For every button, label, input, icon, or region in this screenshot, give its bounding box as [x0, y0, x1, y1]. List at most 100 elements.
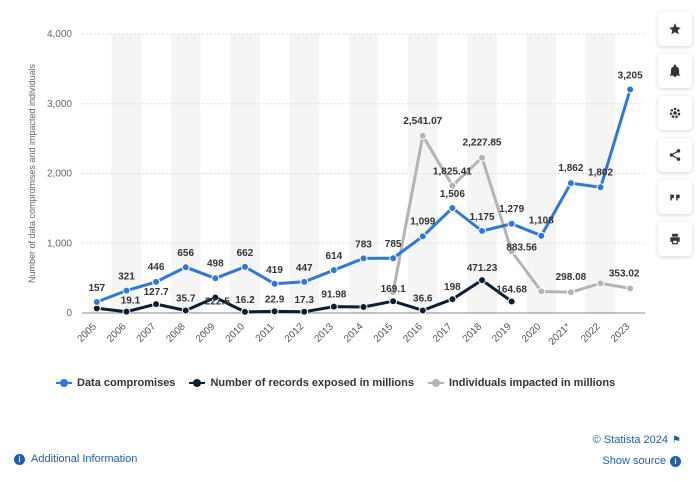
data-label: 446 — [148, 262, 165, 273]
data-label: 447 — [296, 263, 313, 274]
x-tick-label: 2005 — [75, 321, 99, 345]
legend-marker-data-compromises — [56, 379, 72, 387]
x-tick-label: 2007 — [135, 321, 159, 345]
cite-button[interactable] — [658, 180, 692, 214]
data-label: 1,825.41 — [433, 167, 472, 178]
data-point-data-compromises — [240, 262, 249, 271]
x-tick-label: 2006 — [105, 321, 129, 345]
legend-item-data-compromises[interactable]: Data compromises — [56, 377, 175, 389]
data-point-individuals-impacted — [389, 288, 398, 297]
data-point-data-compromises — [211, 274, 220, 283]
data-label: 1,862 — [558, 163, 583, 174]
data-label: 1,108 — [529, 216, 554, 227]
data-label: 656 — [177, 248, 194, 259]
y-tick-label: 0 — [66, 308, 72, 319]
x-tick-label: 2019 — [490, 321, 514, 345]
data-label: 1,279 — [499, 204, 524, 215]
legend-item-records-exposed[interactable]: Number of records exposed in millions — [189, 377, 414, 389]
data-point-data-compromises — [566, 179, 575, 188]
data-point-records-exposed — [418, 306, 427, 315]
data-point-records-exposed — [270, 307, 279, 316]
data-point-data-compromises — [507, 219, 516, 228]
data-point-individuals-impacted — [566, 288, 575, 297]
data-point-individuals-impacted — [507, 247, 516, 256]
data-label: 164.68 — [496, 285, 527, 296]
data-point-data-compromises — [300, 277, 309, 286]
share-icon — [669, 149, 681, 161]
legend-label: Number of records exposed in millions — [210, 377, 414, 389]
print-button[interactable] — [658, 222, 692, 256]
data-point-data-compromises — [537, 231, 546, 240]
data-point-data-compromises — [478, 227, 487, 236]
legend-marker-individuals-impacted — [427, 379, 444, 387]
quote-icon — [670, 194, 680, 201]
data-point-individuals-impacted — [418, 131, 427, 140]
data-label: 1,802 — [588, 167, 613, 178]
x-tick-label: 2017 — [431, 321, 455, 345]
data-label: 2,541.07 — [403, 116, 442, 127]
data-label: 16.2 — [235, 295, 255, 306]
data-point-records-exposed — [448, 295, 457, 304]
additional-information-link[interactable]: i Additional Information — [14, 453, 137, 465]
data-point-individuals-impacted — [537, 287, 546, 296]
data-label: 419 — [266, 265, 283, 276]
legend-label: Individuals impacted in millions — [448, 377, 616, 389]
data-point-data-compromises — [122, 286, 131, 295]
y-axis-label: Number of data compromises and impacted … — [27, 63, 37, 283]
x-tick-label: 2013 — [312, 321, 336, 345]
info-icon: i — [14, 453, 25, 465]
data-label: 2,227.85 — [463, 138, 502, 149]
legend-marker-records-exposed — [189, 379, 206, 387]
data-point-records-exposed — [122, 307, 131, 316]
show-source-link[interactable]: Show source i — [602, 455, 681, 467]
data-point-individuals-impacted — [448, 181, 457, 190]
data-label: 321 — [118, 272, 135, 283]
data-label: 662 — [237, 248, 254, 259]
data-label: 498 — [207, 258, 224, 269]
x-tick-label: 2020 — [520, 321, 544, 345]
x-tick-label: 2021* — [547, 321, 573, 347]
x-tick-label: 2012 — [283, 321, 307, 345]
x-tick-label: 2009 — [194, 321, 218, 345]
data-point-data-compromises — [181, 263, 190, 272]
data-point-data-compromises — [92, 298, 101, 307]
data-label: 19.1 — [121, 296, 141, 307]
data-label: 353.02 — [609, 268, 640, 279]
data-point-individuals-impacted — [626, 284, 635, 293]
show-source-label: Show source — [602, 455, 666, 467]
favorite-button[interactable] — [658, 12, 692, 46]
additional-information-label: Additional Information — [31, 453, 138, 465]
data-label: 157 — [88, 283, 105, 294]
data-label: 783 — [355, 239, 372, 250]
data-label: 298.08 — [556, 272, 587, 283]
data-point-records-exposed — [507, 297, 516, 306]
data-label: 1,175 — [470, 212, 495, 223]
data-label: 785 — [385, 239, 402, 250]
legend-label: Data compromises — [77, 377, 176, 389]
x-tick-label: 2015 — [372, 321, 396, 345]
data-label: 198 — [444, 282, 461, 293]
y-tick-label: 2,000 — [47, 169, 72, 180]
data-point-records-exposed — [478, 276, 487, 285]
x-tick-label: 2008 — [164, 321, 188, 345]
data-label: 35.7 — [176, 294, 196, 305]
data-label: 91.98 — [321, 290, 346, 301]
legend: Data compromises Number of records expos… — [56, 377, 615, 389]
data-label: 1,506 — [440, 189, 465, 200]
share-button[interactable] — [658, 138, 692, 172]
data-label: 614 — [326, 251, 343, 262]
data-point-records-exposed — [300, 307, 309, 316]
data-label: 36.6 — [413, 293, 433, 304]
settings-button[interactable] — [658, 96, 692, 130]
legend-item-individuals-impacted[interactable]: Individuals impacted in millions — [427, 377, 616, 389]
bell-icon — [669, 64, 681, 77]
notification-button[interactable] — [658, 54, 692, 88]
x-tick-label: 2014 — [342, 321, 366, 345]
data-label: 17.3 — [295, 295, 315, 306]
side-toolbar — [658, 12, 692, 256]
data-point-records-exposed — [329, 302, 338, 311]
data-label: 3,205 — [618, 70, 643, 81]
data-label: 22.9 — [265, 294, 285, 305]
data-point-individuals-impacted — [596, 279, 605, 288]
data-label: 127.7 — [144, 287, 169, 298]
